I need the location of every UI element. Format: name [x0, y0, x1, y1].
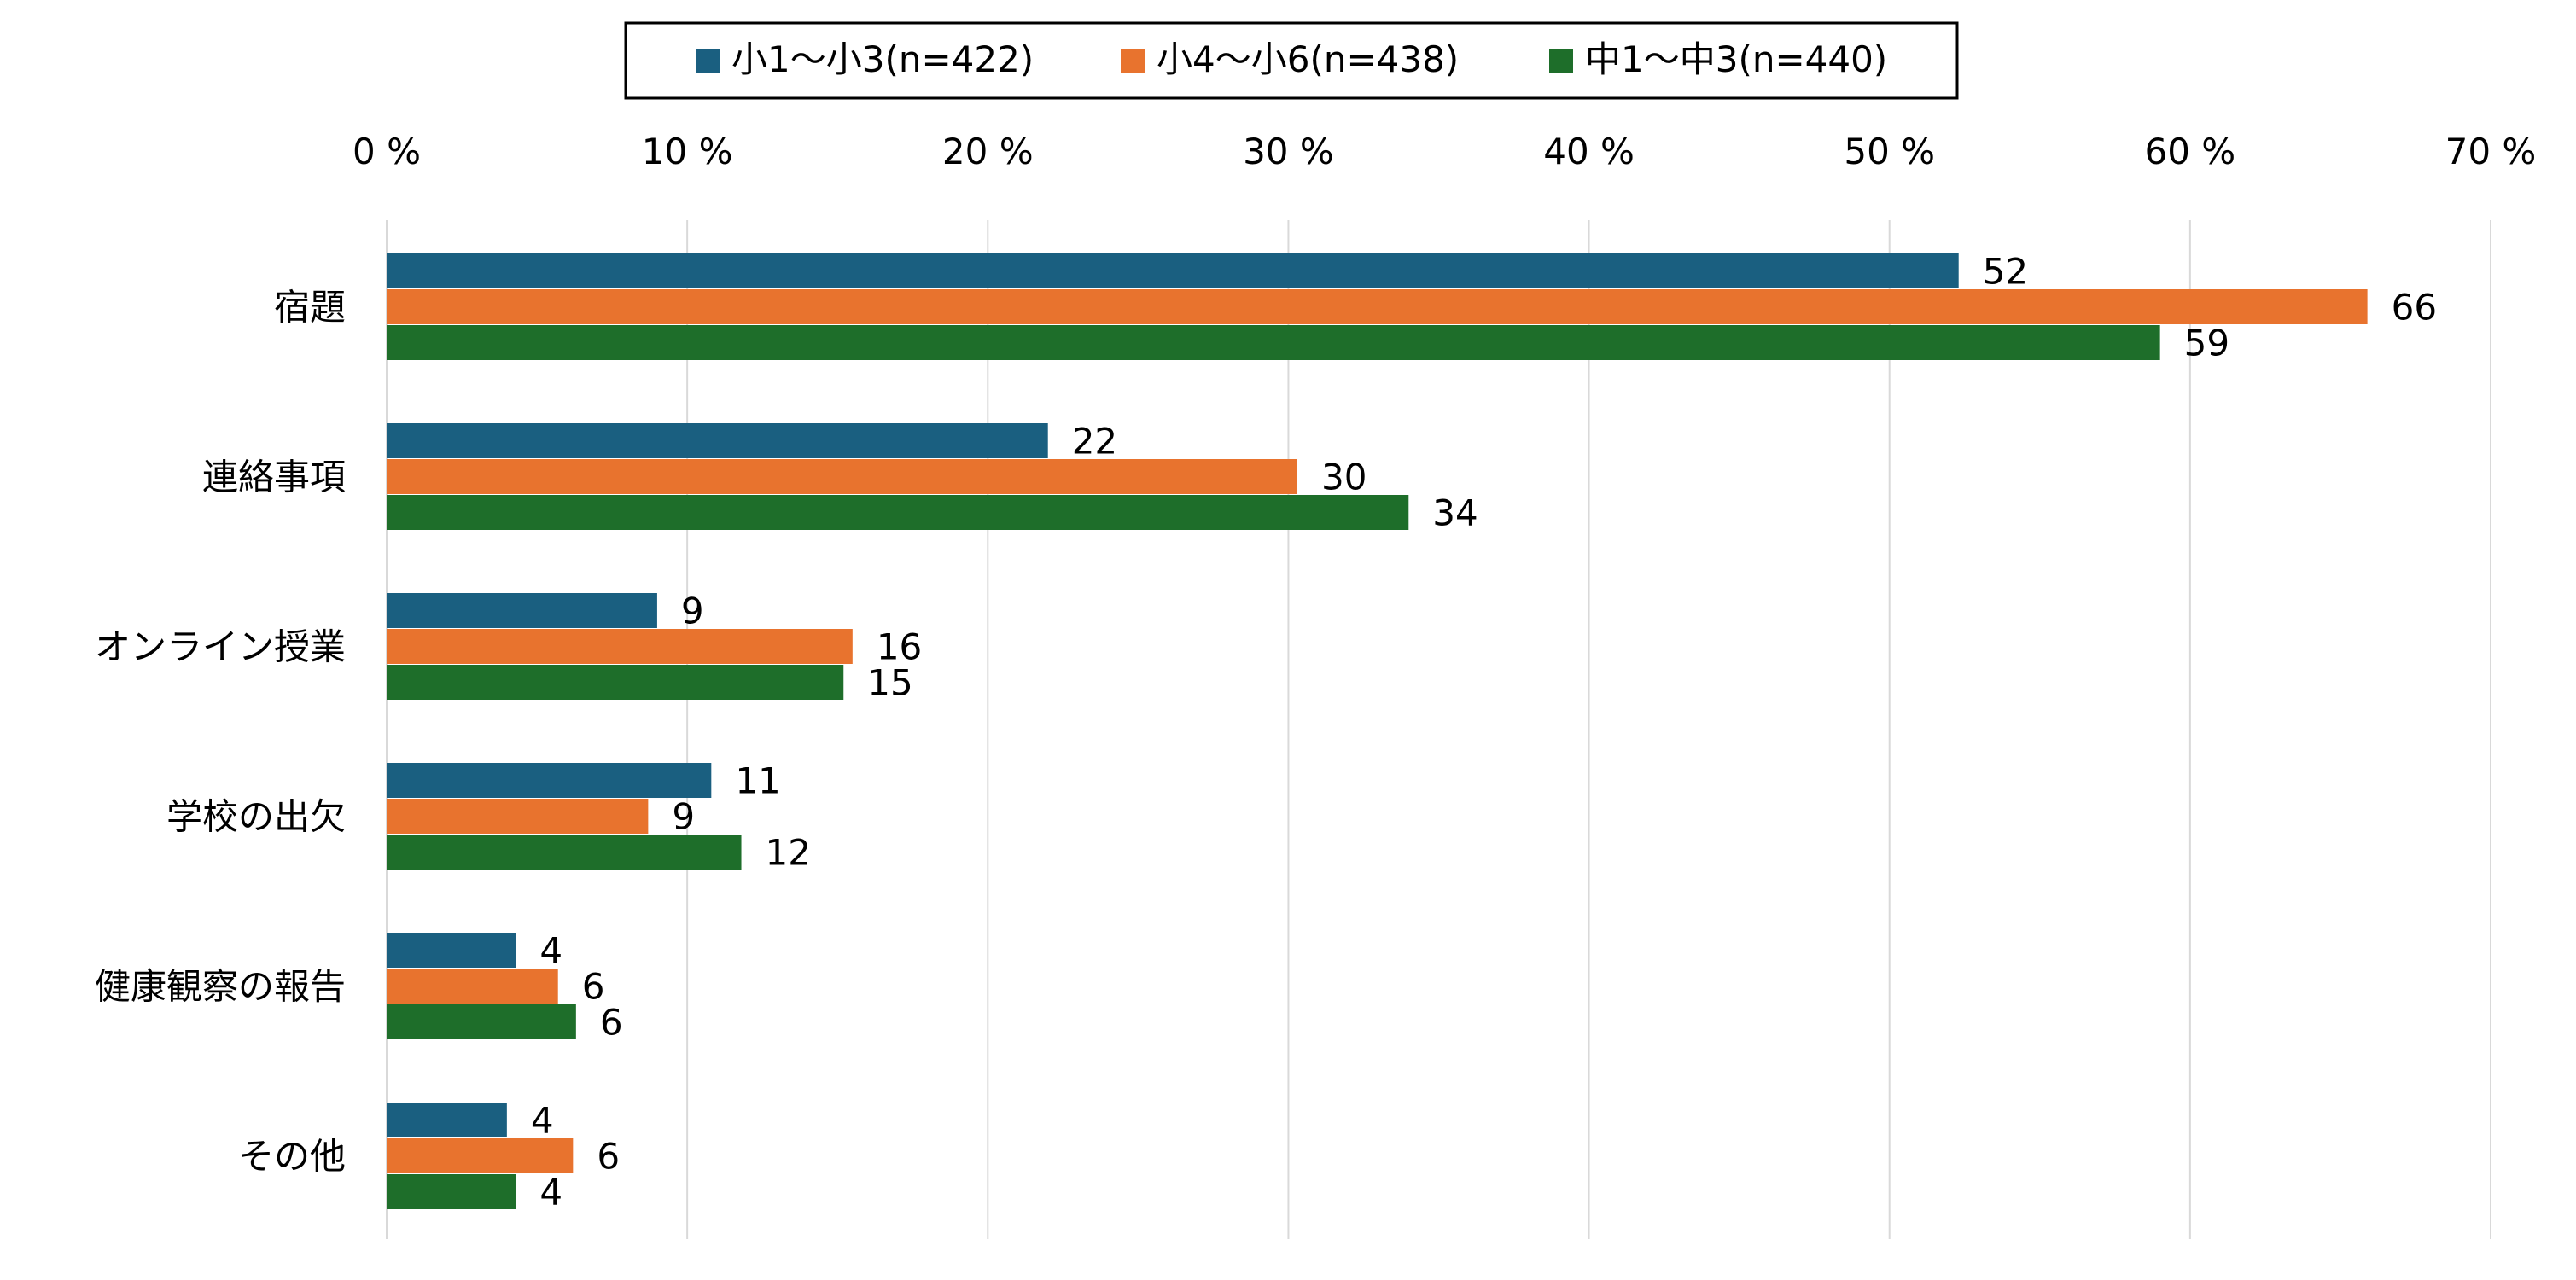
bar-series-1: [387, 933, 516, 968]
bar-series-3: [387, 1004, 576, 1039]
legend-swatch-1: [696, 49, 720, 73]
bar-series-3: [387, 495, 1409, 530]
x-tick-label: 70 %: [2445, 131, 2537, 172]
data-label: 4: [539, 1172, 562, 1213]
data-label: 59: [2184, 323, 2229, 364]
grid: [386, 220, 2491, 1239]
category-label: オンライン授業: [95, 626, 346, 668]
legend-label-1: 小1〜小3(n=422): [731, 38, 1034, 80]
data-label: 6: [600, 1002, 623, 1044]
bar-series-1: [387, 763, 712, 798]
bar-series-1: [387, 1103, 507, 1137]
bar-series-3: [387, 325, 2160, 360]
data-label: 4: [539, 930, 562, 972]
data-label: 66: [2392, 287, 2437, 329]
bar-series-2: [387, 629, 853, 664]
x-tick-label: 40 %: [1543, 131, 1635, 172]
data-label: 6: [597, 1136, 620, 1178]
bar-series-2: [387, 969, 558, 1004]
category-label: 宿題: [274, 287, 346, 329]
data-label: 52: [1983, 251, 2028, 293]
bar-series-2: [387, 289, 2368, 324]
x-tick-label: 30 %: [1243, 131, 1334, 172]
legend-swatch-3: [1549, 49, 1573, 73]
data-label: 4: [531, 1100, 554, 1142]
x-tick-label: 20 %: [942, 131, 1034, 172]
data-label: 15: [867, 662, 912, 704]
category-label: 学校の出欠: [166, 796, 346, 838]
data-label: 6: [582, 966, 605, 1008]
x-tick-label: 60 %: [2145, 131, 2236, 172]
bar-series-3: [387, 835, 742, 870]
bar-series-3: [387, 665, 844, 700]
legend: 小1〜小3(n=422) 小4〜小6(n=438) 中1〜中3(n=440): [624, 21, 1959, 100]
data-label: 12: [766, 832, 811, 874]
data-label: 30: [1321, 457, 1367, 498]
bar-series-1: [387, 423, 1048, 458]
x-tick-label: 0 %: [353, 131, 421, 172]
data-label: 11: [735, 760, 780, 802]
data-label: 16: [877, 626, 922, 668]
data-label: 9: [672, 796, 695, 838]
legend-swatch-2: [1121, 49, 1145, 73]
data-label: 9: [681, 591, 704, 632]
bar-series-2: [387, 1138, 574, 1173]
category-label: 連絡事項: [202, 457, 346, 498]
legend-label-2: 小4〜小6(n=438): [1157, 38, 1459, 80]
bar-series-2: [387, 459, 1297, 494]
legend-label-3: 中1〜中3(n=440): [1585, 38, 1887, 80]
category-label: その他: [238, 1136, 346, 1178]
x-axis-ticks: 0 % 10 % 20 % 30 % 40 % 50 % 60 % 70 %: [353, 131, 2536, 172]
bar-series-2: [387, 799, 649, 834]
data-label: 22: [1072, 421, 1117, 463]
bar-series-3: [387, 1174, 516, 1209]
bars: [387, 253, 2368, 1209]
x-tick-label: 50 %: [1844, 131, 1935, 172]
legend-box: [624, 21, 1959, 100]
category-label: 健康観察の報告: [95, 966, 346, 1008]
bar-series-1: [387, 593, 657, 628]
data-label: 34: [1432, 492, 1477, 534]
x-tick-label: 10 %: [642, 131, 733, 172]
bar-series-1: [387, 253, 1959, 288]
